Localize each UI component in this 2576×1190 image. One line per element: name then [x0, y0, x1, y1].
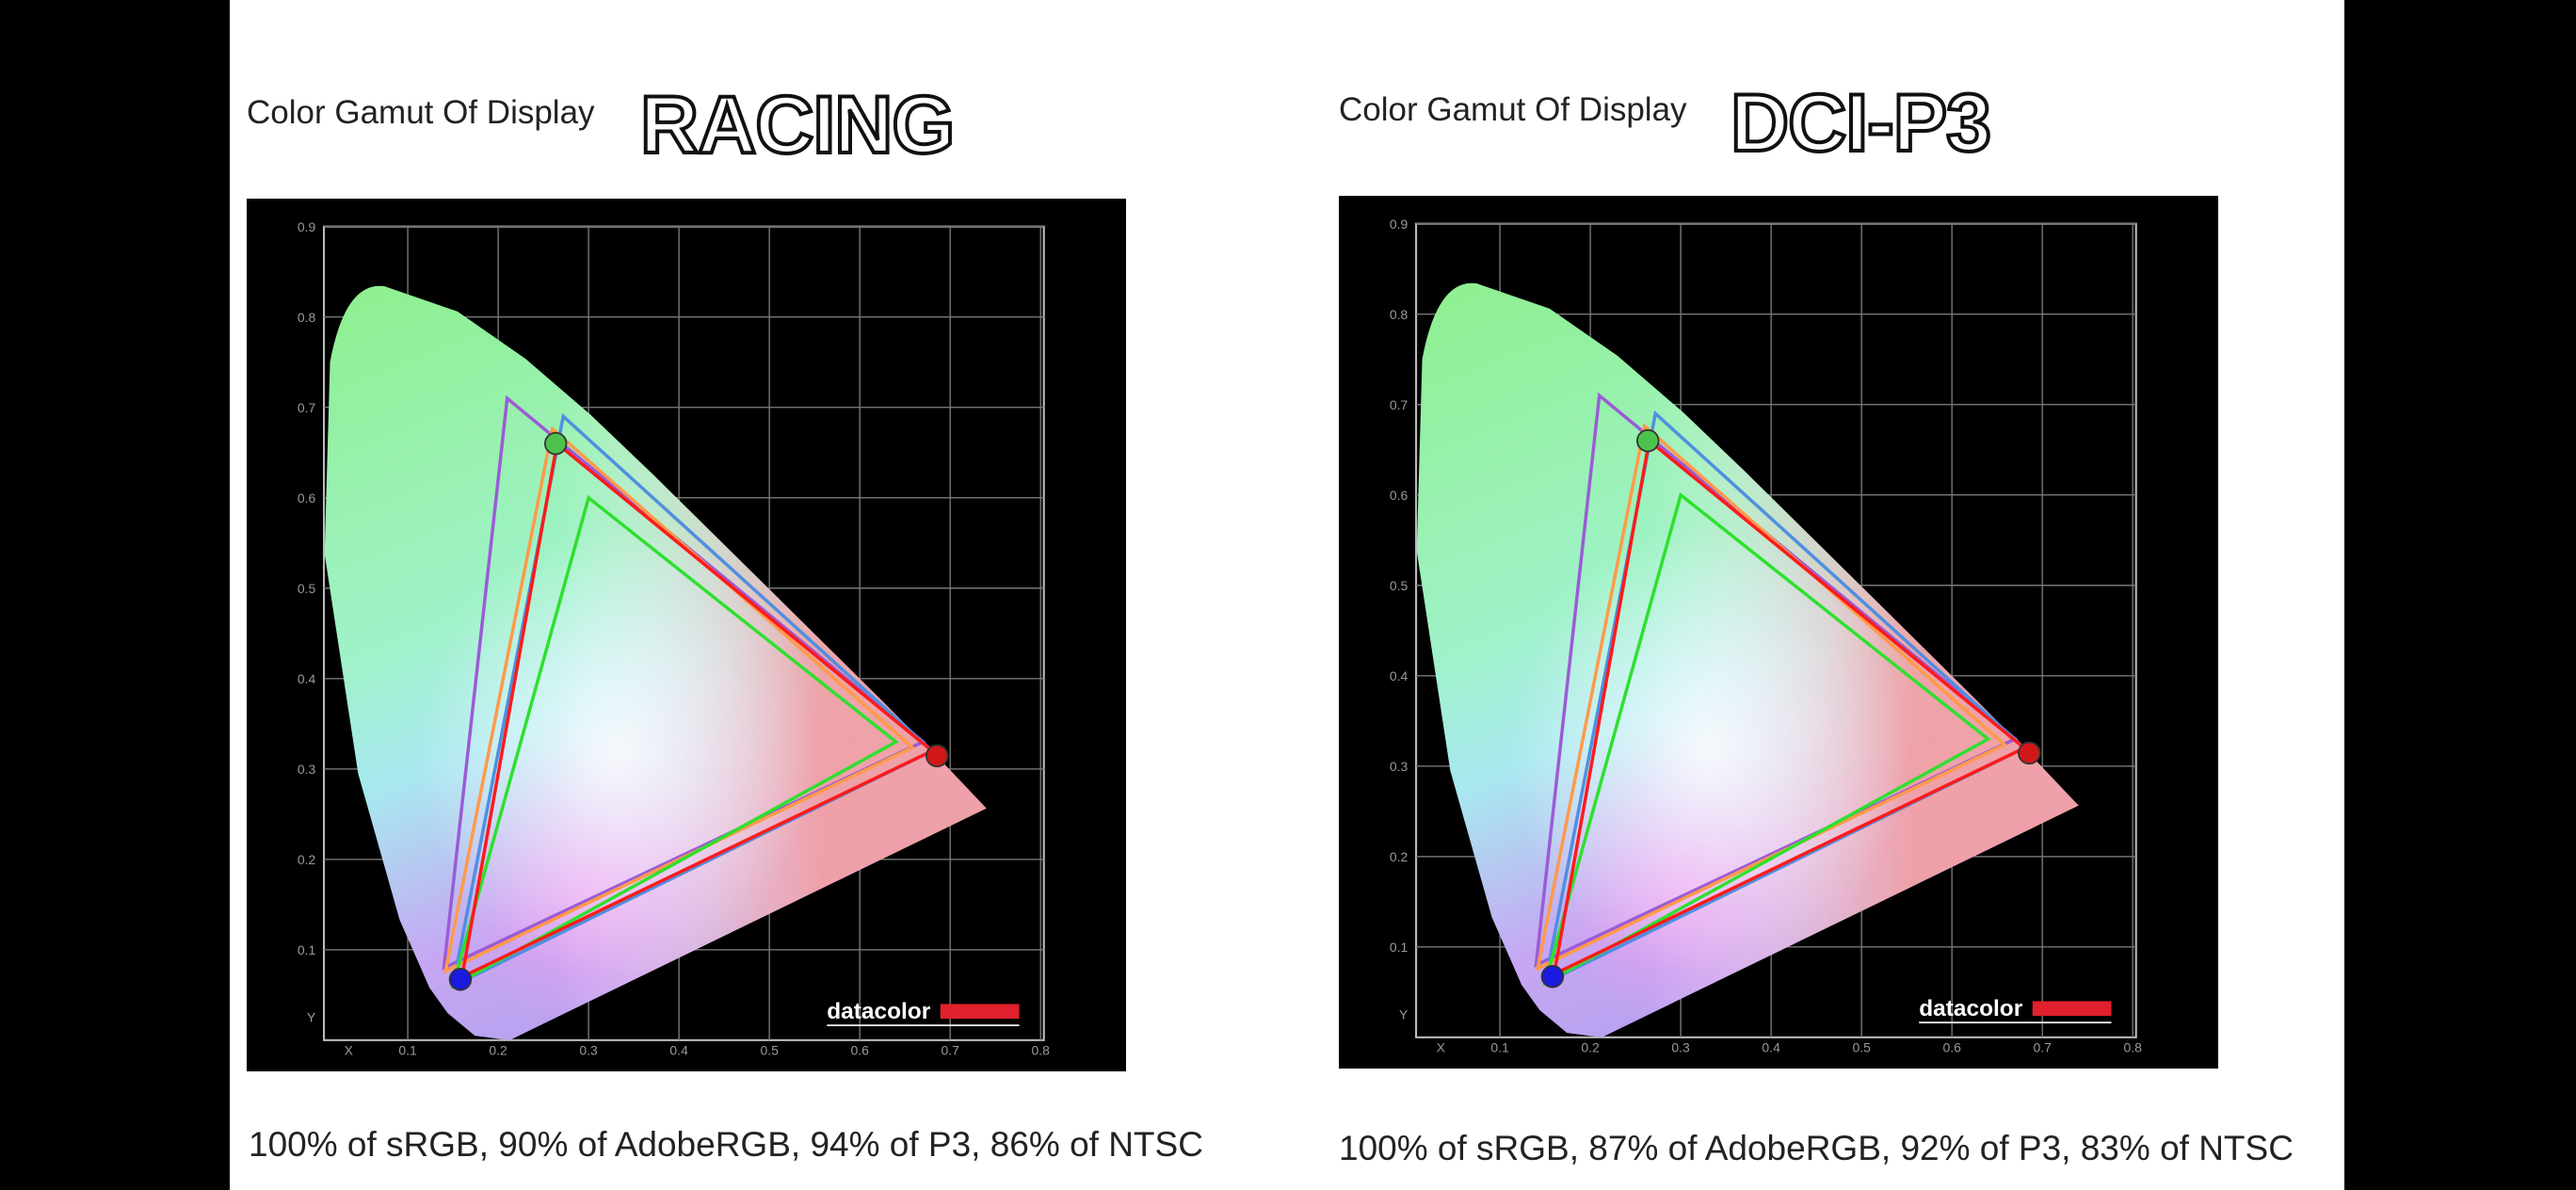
x-tick-label: 0.8 [1032, 1043, 1051, 1058]
locus-white-point [1416, 282, 2079, 1037]
gamut-plot: 0.1 0.2 0.3 0.4 0.5 0.6 0.7 0.8 0.1 0.2 0.3 0.4 0.5 0… [1339, 196, 2218, 1069]
y-tick-label: 0.2 [1390, 849, 1409, 864]
gamut-triangle [442, 394, 926, 971]
x-tick-label: 0.2 [1581, 1040, 1600, 1055]
gamut-caption: 100% of sRGB, 87% of AdobeRGB, 92% of P3… [1339, 1129, 2294, 1167]
y-tick-label: 0.8 [298, 310, 316, 325]
y-tick-label: 0.1 [298, 942, 316, 957]
gamut-plot: 0.1 0.2 0.3 0.4 0.5 0.6 0.7 0.8 0.1 0.2 0.3 0.4 0.5 0… [247, 199, 1126, 1071]
y-axis-label: Y [1399, 1007, 1408, 1022]
y-tick-label: 0.1 [1390, 940, 1409, 955]
x-tick-label: 0.7 [941, 1043, 959, 1058]
x-axis-label: X [345, 1043, 354, 1058]
y-tick-label: 0.3 [298, 762, 316, 777]
y-tick-label: 0.2 [298, 852, 316, 867]
primary-marker [1540, 965, 1565, 989]
y-tick-label: 0.9 [1390, 217, 1409, 232]
panel: Color Gamut Of Display DCI-P3 100% of sRGB… [1339, 0, 2375, 1190]
x-tick-label: 0.3 [579, 1043, 598, 1058]
brand-bar [2032, 1001, 2112, 1017]
y-tick-label: 0.6 [298, 490, 316, 506]
gamut-caption: 100% of sRGB, 90% of AdobeRGB, 94% of P3… [249, 1125, 1203, 1164]
x-tick-label: 0.4 [1762, 1040, 1780, 1055]
y-tick-label: 0.5 [298, 581, 316, 596]
x-tick-label: 0.4 [669, 1043, 688, 1058]
y-tick-label: 0.4 [1390, 668, 1409, 683]
y-axis-label: Y [307, 1010, 315, 1025]
x-tick-label: 0.3 [1671, 1040, 1690, 1055]
primary-marker [1635, 428, 1660, 453]
locus-white-point [324, 285, 987, 1040]
y-tick-label: 0.8 [1390, 307, 1409, 322]
gamut-triangle [1542, 491, 1991, 987]
brand-bar [940, 1004, 1020, 1020]
x-tick-label: 0.6 [1942, 1040, 1961, 1055]
primary-marker [543, 431, 568, 456]
gamut-triangle [450, 494, 899, 989]
brand-logo: datacolor [1919, 996, 2022, 1021]
x-tick-label: 0.6 [850, 1043, 869, 1058]
y-tick-label: 0.9 [298, 219, 316, 234]
x-tick-label: 0.1 [1490, 1040, 1509, 1055]
panel-heading: Color Gamut Of Display [1339, 91, 1687, 128]
x-tick-label: 0.2 [489, 1043, 507, 1058]
cie-diagram: 0.1 0.2 0.3 0.4 0.5 0.6 0.7 0.8 0.1 0.2 0.3 0.4 0.5 0… [1390, 217, 2143, 1055]
y-tick-label: 0.7 [298, 400, 316, 415]
panel-heading: Color Gamut Of Display [247, 94, 595, 131]
gamut-triangle [1542, 410, 2028, 987]
mode-title: DCI-P3 [1729, 76, 1993, 170]
y-tick-label: 0.7 [1390, 397, 1409, 412]
y-tick-label: 0.5 [1390, 578, 1409, 593]
x-axis-label: X [1437, 1040, 1446, 1055]
brand-logo: datacolor [827, 999, 930, 1024]
y-tick-label: 0.4 [298, 671, 316, 686]
primary-marker [448, 968, 473, 991]
gamut-triangle [450, 412, 936, 989]
x-tick-label: 0.7 [2033, 1040, 2052, 1055]
x-tick-label: 0.5 [1852, 1040, 1871, 1055]
y-tick-label: 0.6 [1390, 488, 1409, 503]
gamut-triangle [1534, 392, 2019, 968]
cie-diagram: 0.1 0.2 0.3 0.4 0.5 0.6 0.7 0.8 0.1 0.2 0.3 0.4 0.5 0… [298, 219, 1051, 1058]
panel: Color Gamut Of Display RACING 100% of sRGB… [230, 0, 1265, 1190]
x-tick-label: 0.5 [760, 1043, 779, 1058]
y-tick-label: 0.3 [1390, 759, 1409, 774]
page: Color Gamut Of Display RACING 100% of sRGB… [230, 0, 2344, 1190]
x-tick-label: 0.1 [398, 1043, 417, 1058]
gamut-triangle [1552, 437, 2028, 977]
x-tick-label: 0.8 [2124, 1040, 2143, 1055]
mode-title: RACING [638, 78, 957, 172]
primary-marker [2018, 741, 2041, 765]
gamut-triangle [459, 440, 936, 980]
primary-marker [926, 744, 949, 768]
